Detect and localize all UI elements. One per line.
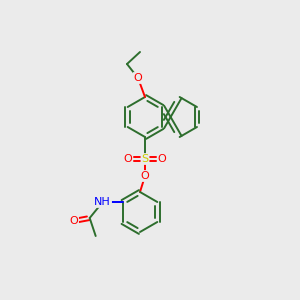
Text: O: O xyxy=(134,73,142,83)
Text: NH: NH xyxy=(94,197,111,207)
Text: O: O xyxy=(141,171,149,181)
Text: O: O xyxy=(158,154,166,164)
Text: S: S xyxy=(141,154,148,164)
Text: O: O xyxy=(69,216,78,226)
Text: O: O xyxy=(124,154,132,164)
